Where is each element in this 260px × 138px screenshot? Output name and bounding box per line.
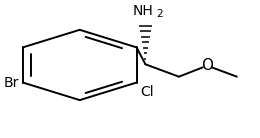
Text: O: O <box>201 58 213 73</box>
Text: Br: Br <box>4 75 19 90</box>
Text: 2: 2 <box>156 9 163 19</box>
Text: Cl: Cl <box>140 85 154 99</box>
Text: NH: NH <box>132 4 153 18</box>
